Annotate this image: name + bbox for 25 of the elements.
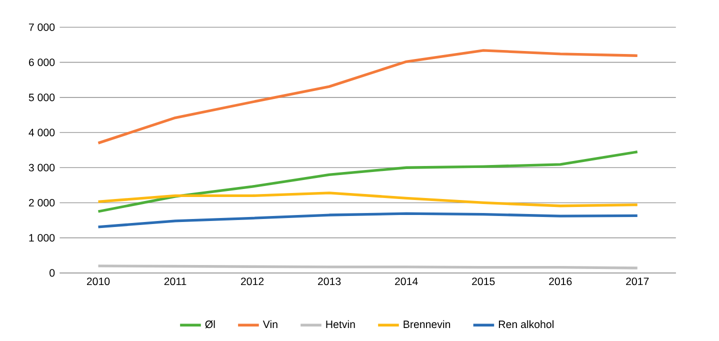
line-series <box>96 150 639 213</box>
x-tick-label: 2011 <box>164 278 186 286</box>
y-tick-label: 4 000 <box>28 128 55 136</box>
y-tick-label: 3 000 <box>28 164 55 172</box>
x-tick-label: 2013 <box>318 278 341 286</box>
y-tick-label: 6 000 <box>28 58 55 66</box>
x-tick-label: 2017 <box>626 278 649 286</box>
legend-label: Hetvin <box>326 320 355 328</box>
y-tick-label: 1 000 <box>29 234 55 242</box>
line-series <box>96 192 639 208</box>
legend-label: Ren alkohol <box>498 320 554 328</box>
y-tick-label: 7 000 <box>28 23 55 32</box>
legend-label: Brennevin <box>404 320 450 328</box>
x-tick-label: 2010 <box>86 278 110 286</box>
legend-label: Vin <box>262 320 278 328</box>
y-tick-label: 2 000 <box>28 198 55 207</box>
x-tick-label: 2015 <box>472 278 495 286</box>
y-tick-label: 5 000 <box>28 94 55 102</box>
x-tick-label: 2012 <box>241 278 264 286</box>
x-tick-label: 2016 <box>549 278 572 286</box>
x-tick-label: 2014 <box>395 278 418 286</box>
y-tick-label: 0 <box>50 269 55 277</box>
line-series <box>96 49 639 144</box>
legend-label: Øl <box>205 320 215 328</box>
line-series <box>96 212 639 228</box>
